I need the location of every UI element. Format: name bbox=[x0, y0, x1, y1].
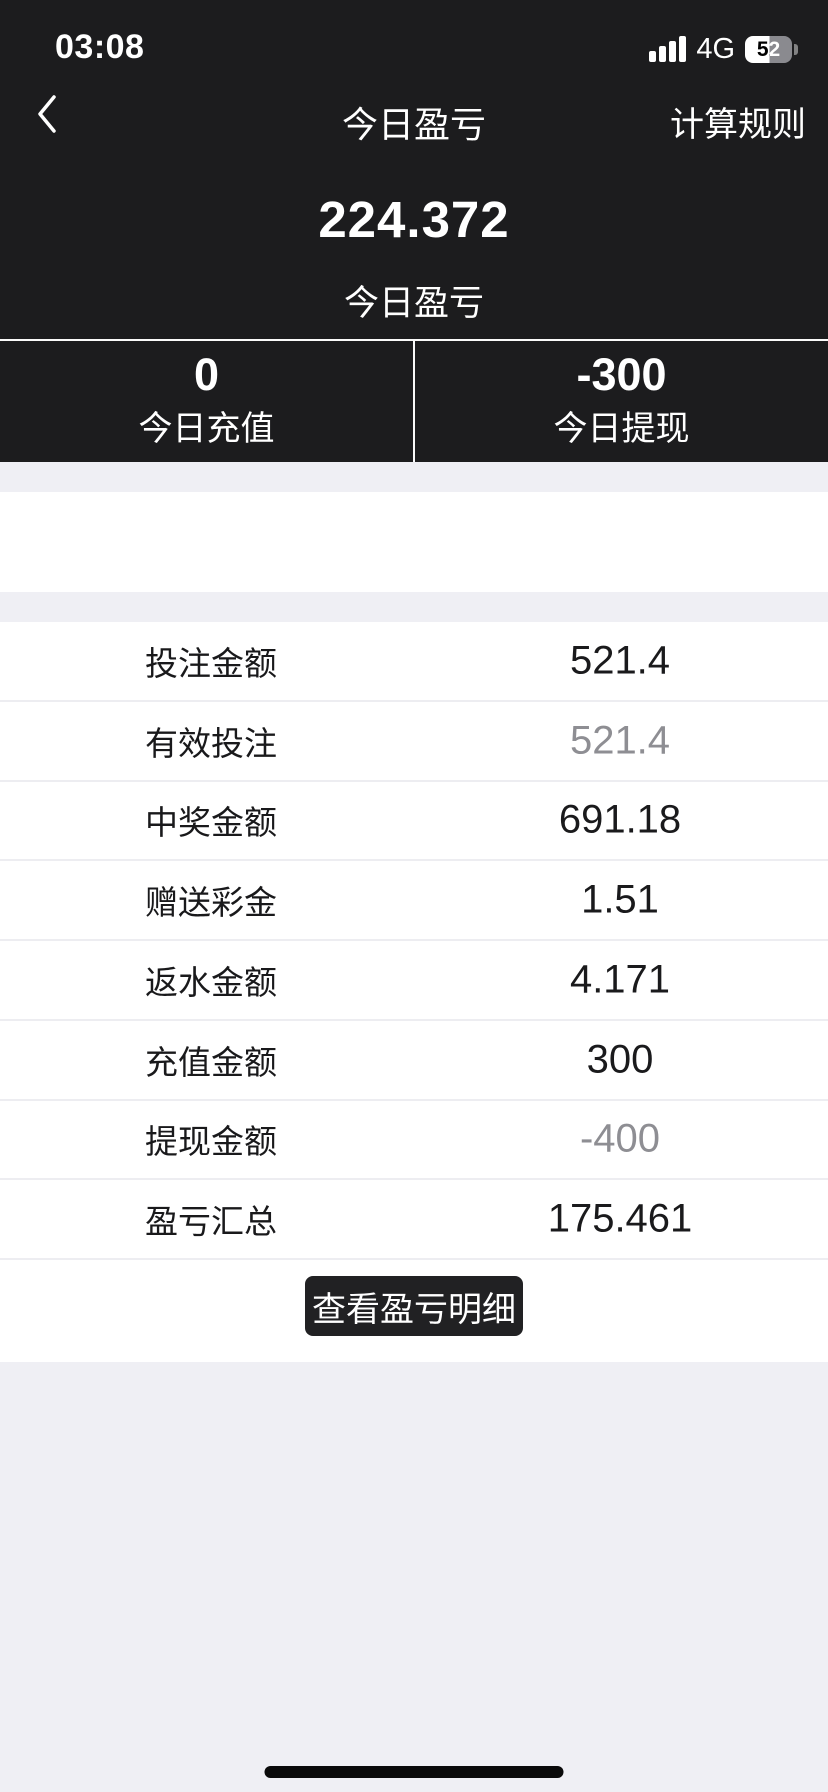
row-label: 赠送彩金 bbox=[145, 884, 277, 922]
nav-bar: 今日盈亏 计算规则 bbox=[0, 92, 828, 145]
today-withdraw-stat: -300 今日提现 bbox=[415, 341, 828, 448]
status-time: 03:08 bbox=[55, 28, 145, 66]
battery-percent-overlay: 52 bbox=[756, 37, 781, 61]
row-value: 691.18 bbox=[558, 797, 682, 842]
table-row: 有效投注 521.4 bbox=[0, 702, 828, 782]
home-indicator[interactable] bbox=[264, 1766, 564, 1778]
section-gap bbox=[0, 462, 828, 492]
row-label: 有效投注 bbox=[145, 724, 277, 762]
table-row: 返水金额 4.171 bbox=[0, 941, 828, 1021]
row-label: 盈亏汇总 bbox=[145, 1203, 277, 1241]
status-icons: 4G 52 52 bbox=[649, 32, 798, 65]
chevron-left-icon bbox=[38, 95, 56, 133]
today-deposit-stat: 0 今日充值 bbox=[0, 341, 413, 448]
table-row: 提现金额 -400 bbox=[0, 1101, 828, 1181]
today-deposit-label: 今日充值 bbox=[138, 410, 275, 448]
today-profit-label: 今日盈亏 bbox=[343, 284, 484, 323]
hero-divider-vertical bbox=[413, 341, 415, 462]
today-deposit-value: 0 bbox=[193, 349, 220, 400]
table-row: 充值金额 300 bbox=[0, 1021, 828, 1101]
detail-button-section: 查看盈亏明细 bbox=[0, 1260, 828, 1362]
table-row: 中奖金额 691.18 bbox=[0, 782, 828, 862]
table-row: 赠送彩金 1.51 bbox=[0, 861, 828, 941]
row-value: 521.4 bbox=[569, 718, 671, 763]
row-value: 300 bbox=[586, 1037, 654, 1082]
back-button[interactable] bbox=[34, 92, 60, 136]
date-picker-section: 选择查询日期 2025年04月17日 bbox=[0, 492, 828, 1061]
battery-icon: 52 52 bbox=[745, 35, 798, 63]
table-row: 盈亏汇总 175.461 bbox=[0, 1180, 828, 1260]
cellular-signal-icon bbox=[649, 36, 687, 62]
section-gap bbox=[0, 592, 828, 622]
row-label: 返水金额 bbox=[145, 963, 277, 1001]
row-value: 175.461 bbox=[547, 1196, 693, 1241]
row-value: 521.4 bbox=[569, 638, 671, 683]
network-type-label: 4G bbox=[696, 32, 735, 65]
battery-percent: 52 bbox=[756, 37, 781, 61]
profit-detail-table: 投注金额 521.4 有效投注 521.4 中奖金额 691.18 赠送彩金 1… bbox=[0, 622, 828, 1260]
hero-divider-horizontal bbox=[0, 339, 828, 341]
row-value: 1.51 bbox=[581, 877, 659, 922]
today-profit-amount: 224.372 bbox=[318, 191, 510, 248]
row-label: 提现金额 bbox=[145, 1123, 277, 1161]
row-value: -400 bbox=[579, 1116, 661, 1161]
row-value: 4.171 bbox=[569, 957, 671, 1002]
header-section: 03:08 4G 52 52 今日盈亏 计算规则 224.372 今日盈亏 0 … bbox=[0, 0, 828, 462]
today-withdraw-value: -300 bbox=[576, 349, 667, 400]
calc-rules-link[interactable]: 计算规则 bbox=[670, 106, 806, 144]
row-label: 中奖金额 bbox=[145, 804, 277, 842]
view-profit-detail-button[interactable]: 查看盈亏明细 bbox=[305, 1276, 523, 1336]
page-title: 今日盈亏 bbox=[341, 104, 486, 145]
row-label: 充值金额 bbox=[145, 1043, 277, 1081]
row-label: 投注金额 bbox=[145, 644, 277, 682]
today-withdraw-label: 今日提现 bbox=[553, 410, 690, 448]
bottom-background bbox=[0, 1362, 828, 1792]
table-row: 投注金额 521.4 bbox=[0, 622, 828, 702]
